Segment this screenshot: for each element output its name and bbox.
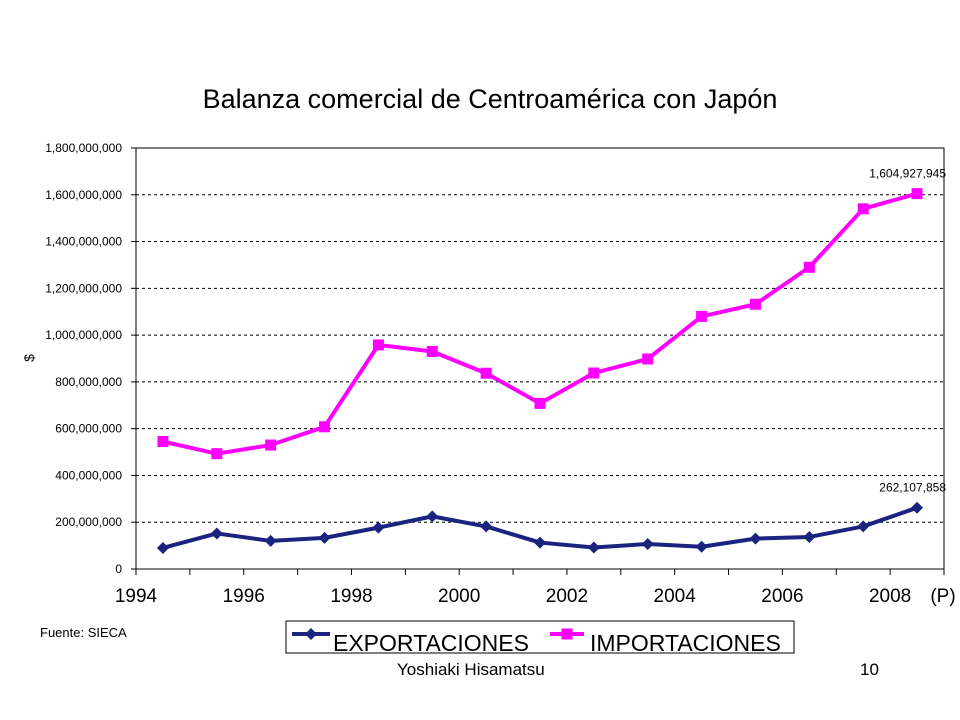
- x-tick-label: 2002: [546, 586, 588, 607]
- data-point: [534, 397, 546, 409]
- chart-title: Balanza comercial de Centroamérica con J…: [203, 84, 778, 114]
- data-point: [695, 540, 708, 553]
- data-label: 262,107,858: [879, 481, 946, 495]
- data-point: [157, 436, 169, 448]
- data-point: [156, 541, 169, 554]
- y-tick-label: 200,000,000: [55, 515, 122, 529]
- data-point: [803, 261, 815, 273]
- x-tick-label: 1994: [115, 586, 158, 607]
- data-point: [534, 536, 546, 549]
- data-point: [749, 532, 762, 545]
- source-note: Fuente: SIECA: [40, 625, 127, 640]
- y-tick-label: 600,000,000: [55, 422, 122, 436]
- data-point: [857, 203, 869, 215]
- data-point: [210, 527, 223, 540]
- series-importaciones: [157, 188, 923, 460]
- y-axis-label: $: [21, 354, 37, 362]
- x-axis-ticks: 1994 1996 1998 2000 2002 2004 2006 2008 (P): [115, 569, 956, 607]
- data-annotations: 1,604,927,945 262,107,858: [869, 167, 946, 495]
- legend-swatch-marker: [305, 628, 317, 640]
- page-number: 10: [860, 660, 879, 679]
- data-point: [264, 534, 277, 547]
- data-point: [696, 310, 708, 322]
- data-point: [372, 521, 385, 534]
- data-point: [911, 501, 924, 514]
- data-point: [803, 530, 816, 543]
- grid-lines: [136, 194, 944, 523]
- legend-box: [285, 620, 795, 654]
- data-point: [857, 520, 870, 533]
- data-point: [588, 367, 600, 379]
- data-point: [749, 298, 761, 310]
- x-tick-label: 2006: [761, 586, 803, 607]
- data-point: [587, 541, 600, 554]
- data-point: [480, 367, 492, 379]
- x-tick-label-provisional: (P): [930, 586, 955, 607]
- x-tick-label: 2008: [869, 586, 911, 607]
- data-point: [642, 353, 654, 365]
- data-point: [426, 510, 439, 523]
- data-point: [641, 537, 654, 550]
- legend-item-importaciones: IMPORTACIONES: [550, 628, 781, 656]
- legend: EXPORTACIONES IMPORTACIONES: [285, 620, 795, 656]
- y-tick-label: 1,800,000,000: [45, 141, 122, 155]
- data-point: [372, 339, 384, 351]
- x-tick-label: 2000: [438, 586, 480, 607]
- x-tick-label: 1998: [330, 586, 372, 607]
- data-point: [480, 520, 493, 533]
- series-layer: [156, 188, 924, 554]
- x-tick-label: 1996: [223, 586, 265, 607]
- data-point: [318, 531, 331, 544]
- y-tick-label: 0: [115, 562, 122, 576]
- series-exportaciones: [156, 501, 924, 554]
- author-name: Yoshiaki Hisamatsu: [397, 660, 545, 679]
- data-point: [265, 439, 277, 451]
- data-point: [426, 345, 438, 357]
- legend-item-exportaciones: EXPORTACIONES: [292, 628, 529, 656]
- y-axis-ticks: 0 200,000,000 400,000,000 600,000,000 800,00…: [45, 141, 136, 576]
- data-point: [211, 448, 223, 460]
- data-point: [911, 188, 923, 200]
- data-label: 1,604,927,945: [869, 167, 946, 181]
- y-tick-label: 400,000,000: [55, 468, 122, 482]
- y-tick-label: 1,000,000,000: [45, 328, 122, 342]
- x-tick-label: 2004: [654, 586, 697, 607]
- y-tick-label: 800,000,000: [55, 375, 122, 389]
- y-tick-label: 1,400,000,000: [45, 235, 122, 249]
- y-tick-label: 1,200,000,000: [45, 281, 122, 295]
- data-point: [319, 421, 331, 433]
- plot-area: [135, 147, 945, 570]
- y-tick-label: 1,600,000,000: [45, 188, 122, 202]
- legend-swatch-marker: [561, 628, 573, 640]
- legend-label: IMPORTACIONES: [590, 630, 781, 656]
- legend-label: EXPORTACIONES: [333, 630, 529, 656]
